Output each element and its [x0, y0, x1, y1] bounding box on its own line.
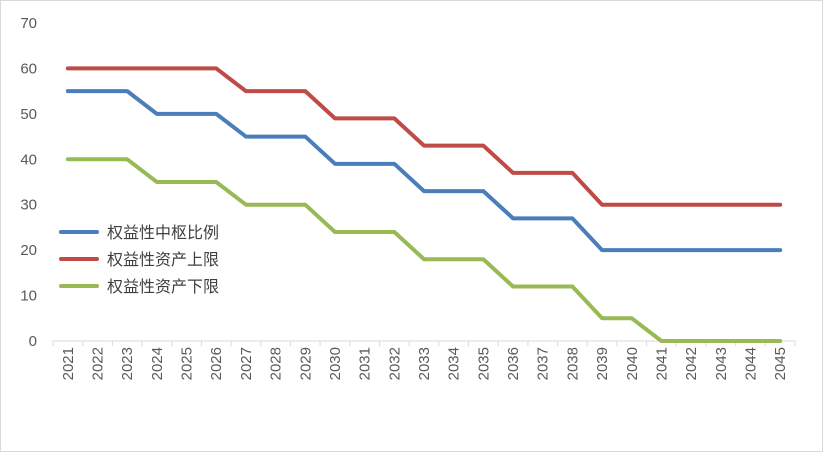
x-tick-label: 2038 — [564, 347, 581, 380]
x-tick-label: 2027 — [238, 347, 255, 380]
legend-label: 权益性中枢比例 — [107, 223, 219, 242]
legend-label: 权益性资产下限 — [107, 277, 219, 296]
x-tick-label: 2034 — [446, 347, 463, 380]
x-tick-label: 2026 — [208, 347, 225, 380]
series-line-1 — [65, 89, 783, 253]
x-axis: 2021 2022 2023 2024 2025 2026 2027 2028 2029 2030… — [52, 340, 796, 380]
x-tick-label: 2044 — [742, 347, 759, 380]
series-layer — [65, 66, 783, 343]
x-tick-label: 2043 — [713, 347, 730, 380]
y-tick-label: 0 — [29, 333, 37, 350]
y-tick-label: 70 — [20, 15, 37, 32]
y-tick-label: 20 — [20, 242, 37, 259]
x-tick-label: 2029 — [297, 347, 314, 380]
y-tick-label: 40 — [20, 151, 37, 168]
x-tick-label: 2037 — [535, 347, 552, 380]
x-tick-label: 2033 — [416, 347, 433, 380]
x-tick-label: 2035 — [475, 347, 492, 380]
y-tick-label: 10 — [20, 288, 37, 305]
series-line-2 — [65, 66, 783, 207]
x-tick-label: 2032 — [386, 347, 403, 380]
x-tick-label: 2042 — [683, 347, 700, 380]
x-tick-label: 2030 — [327, 347, 344, 380]
y-tick-label: 50 — [20, 106, 37, 123]
x-tick-label: 2023 — [119, 347, 136, 380]
x-tick-label: 2031 — [357, 347, 374, 380]
x-tick-label: 2036 — [505, 347, 522, 380]
y-tick-label: 30 — [20, 197, 37, 214]
legend-label: 权益性资产上限 — [107, 250, 219, 269]
series-line-3 — [65, 157, 783, 343]
x-tick-label: 2021 — [60, 347, 77, 380]
y-axis: 0 10 20 30 40 50 60 70 — [20, 15, 37, 350]
x-tick-label: 2028 — [268, 347, 285, 380]
x-tick-label: 2022 — [90, 347, 107, 380]
x-tick-label: 2025 — [179, 347, 196, 380]
x-tick-label: 2045 — [772, 347, 789, 380]
y-tick-label: 60 — [20, 60, 37, 77]
x-tick-label: 2040 — [624, 347, 641, 380]
x-tick-label: 2024 — [149, 347, 166, 380]
x-tick-label: 2039 — [594, 347, 611, 380]
x-tick-label: 2041 — [653, 347, 670, 380]
